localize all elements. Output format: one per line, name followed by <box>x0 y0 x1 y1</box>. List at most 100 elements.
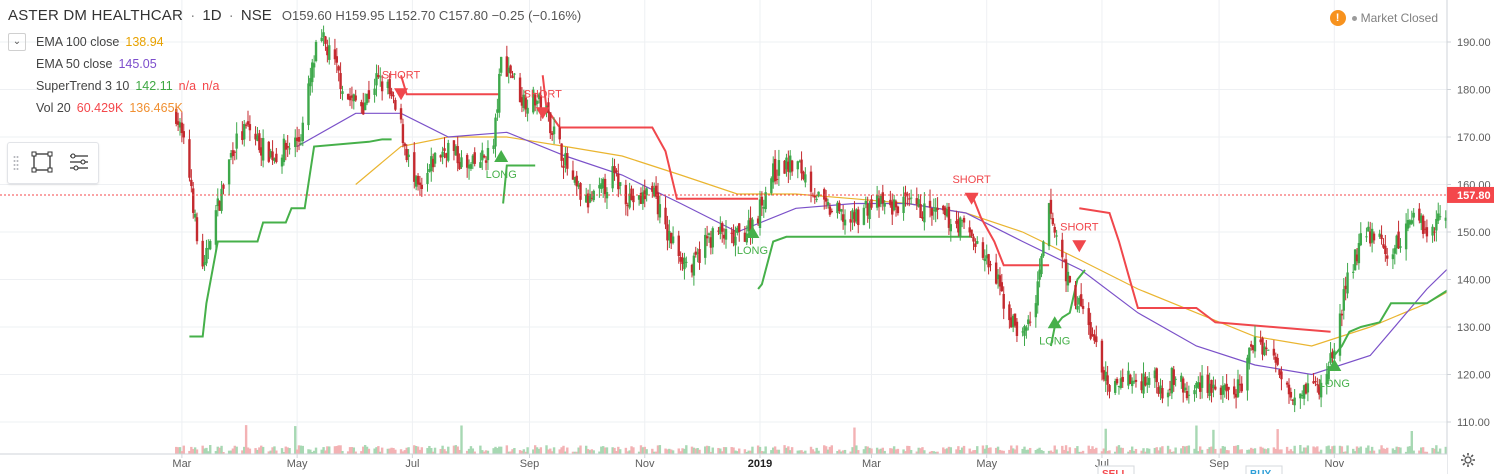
candle-body <box>256 135 259 141</box>
volume-bar <box>1433 448 1436 454</box>
volume-bar <box>904 451 907 454</box>
candle-body <box>458 161 461 169</box>
legend-row-volume[interactable]: Vol 20 60.429K 136.465K <box>36 97 219 119</box>
volume-bar <box>1406 446 1410 454</box>
volume-bar <box>976 446 979 454</box>
drag-handle-icon[interactable] <box>13 155 19 171</box>
volume-bar <box>178 447 182 454</box>
legend-row-ema100[interactable]: ⌄ EMA 100 close 138.94 <box>8 31 219 53</box>
volume-bar <box>413 445 416 454</box>
candle-body <box>983 258 987 262</box>
symbol-name[interactable]: ASTER DM HEALTHCAR <box>8 7 184 24</box>
volume-bar <box>683 448 686 454</box>
candle-body <box>605 192 609 199</box>
candle-body <box>314 41 318 62</box>
candle-body <box>1291 399 1294 401</box>
ema50-line <box>296 112 1462 376</box>
volume-bar <box>1153 447 1157 454</box>
candle-body <box>889 199 892 206</box>
volume-bar <box>1420 447 1423 454</box>
gear-icon[interactable] <box>1460 452 1476 468</box>
settings-list-icon[interactable] <box>64 148 92 176</box>
volume-bar <box>362 446 365 454</box>
volume-bar <box>654 451 658 454</box>
volume-bar <box>1314 447 1317 454</box>
volume-bar <box>1180 448 1183 454</box>
volume-bar <box>919 448 922 454</box>
candle-body <box>1342 289 1345 311</box>
warning-icon[interactable]: ! <box>1329 10 1346 26</box>
candle-body <box>1444 217 1447 221</box>
interval-label[interactable]: 1D <box>202 7 222 24</box>
volume-bar <box>1168 449 1172 454</box>
volume-bar <box>668 448 671 454</box>
volume-bar <box>896 448 900 454</box>
candle-body <box>923 203 926 223</box>
time-tick-label: May <box>976 458 997 470</box>
volume-bar <box>790 447 794 454</box>
volume-bar <box>1384 449 1387 454</box>
candle-body <box>892 199 896 211</box>
candle-body <box>1140 381 1143 391</box>
legend-row-supertrend[interactable]: SuperTrend 3 10 142.11 n/a n/a <box>36 75 219 97</box>
volume-bar <box>894 449 898 454</box>
candle-body <box>1028 321 1032 323</box>
volume-bar <box>618 449 622 454</box>
volume-bar <box>1187 445 1191 454</box>
candle-body <box>1025 327 1028 331</box>
candle-body <box>1119 378 1123 388</box>
candle-body <box>777 160 781 176</box>
candle-body <box>632 195 635 203</box>
candle-body <box>1302 385 1306 399</box>
candle-body <box>399 108 403 120</box>
volume-bar <box>1093 449 1096 454</box>
rectangle-tool-icon[interactable] <box>28 148 56 176</box>
candle-body <box>260 147 263 156</box>
candle-body <box>375 73 378 86</box>
volume-bar <box>930 451 934 454</box>
supertrend-up-line <box>1333 269 1462 357</box>
candle-body <box>324 36 327 44</box>
indicator-value: 142.11 <box>135 79 173 93</box>
candle-body <box>598 185 601 189</box>
long-signal-label: LONG <box>486 169 517 181</box>
volume-bar <box>445 451 448 454</box>
volume-bar <box>354 451 357 454</box>
candle-body <box>981 242 985 258</box>
header-separator: · <box>228 7 234 24</box>
volume-bar <box>433 447 437 454</box>
volume-bar <box>1115 446 1119 454</box>
candle-body <box>1240 383 1243 392</box>
volume-bar <box>254 448 257 454</box>
candle-body <box>1132 381 1136 383</box>
candle-body <box>460 157 463 168</box>
volume-bar <box>588 450 592 454</box>
volume-bar <box>524 451 527 454</box>
candle-body <box>1095 336 1098 343</box>
volume-bar <box>486 450 490 454</box>
candle-body <box>481 150 484 161</box>
candle-body <box>1418 208 1421 221</box>
indicator-value: n/a <box>202 79 220 93</box>
legend-row-ema50[interactable]: EMA 50 close 145.05 <box>36 53 219 75</box>
volume-bar <box>1074 448 1077 454</box>
supertrend-down-line <box>1079 207 1331 333</box>
candle-body <box>511 75 514 79</box>
candle-body <box>1036 281 1039 306</box>
volume-bar <box>1316 446 1319 454</box>
volume-bar <box>1198 446 1202 454</box>
candle-body <box>176 121 180 125</box>
volume-bar <box>299 445 303 454</box>
volume-bar <box>550 451 554 454</box>
candle-body <box>628 193 631 208</box>
candle-body <box>1340 313 1344 316</box>
long-signal-label: LONG <box>737 245 768 257</box>
candle-body <box>773 158 777 182</box>
candle-body <box>1246 357 1249 391</box>
volume-bar <box>294 426 297 454</box>
chevron-down-icon[interactable]: ⌄ <box>8 33 26 51</box>
volume-bar <box>945 448 949 454</box>
volume-bar <box>1108 450 1111 454</box>
candle-body <box>841 214 845 222</box>
